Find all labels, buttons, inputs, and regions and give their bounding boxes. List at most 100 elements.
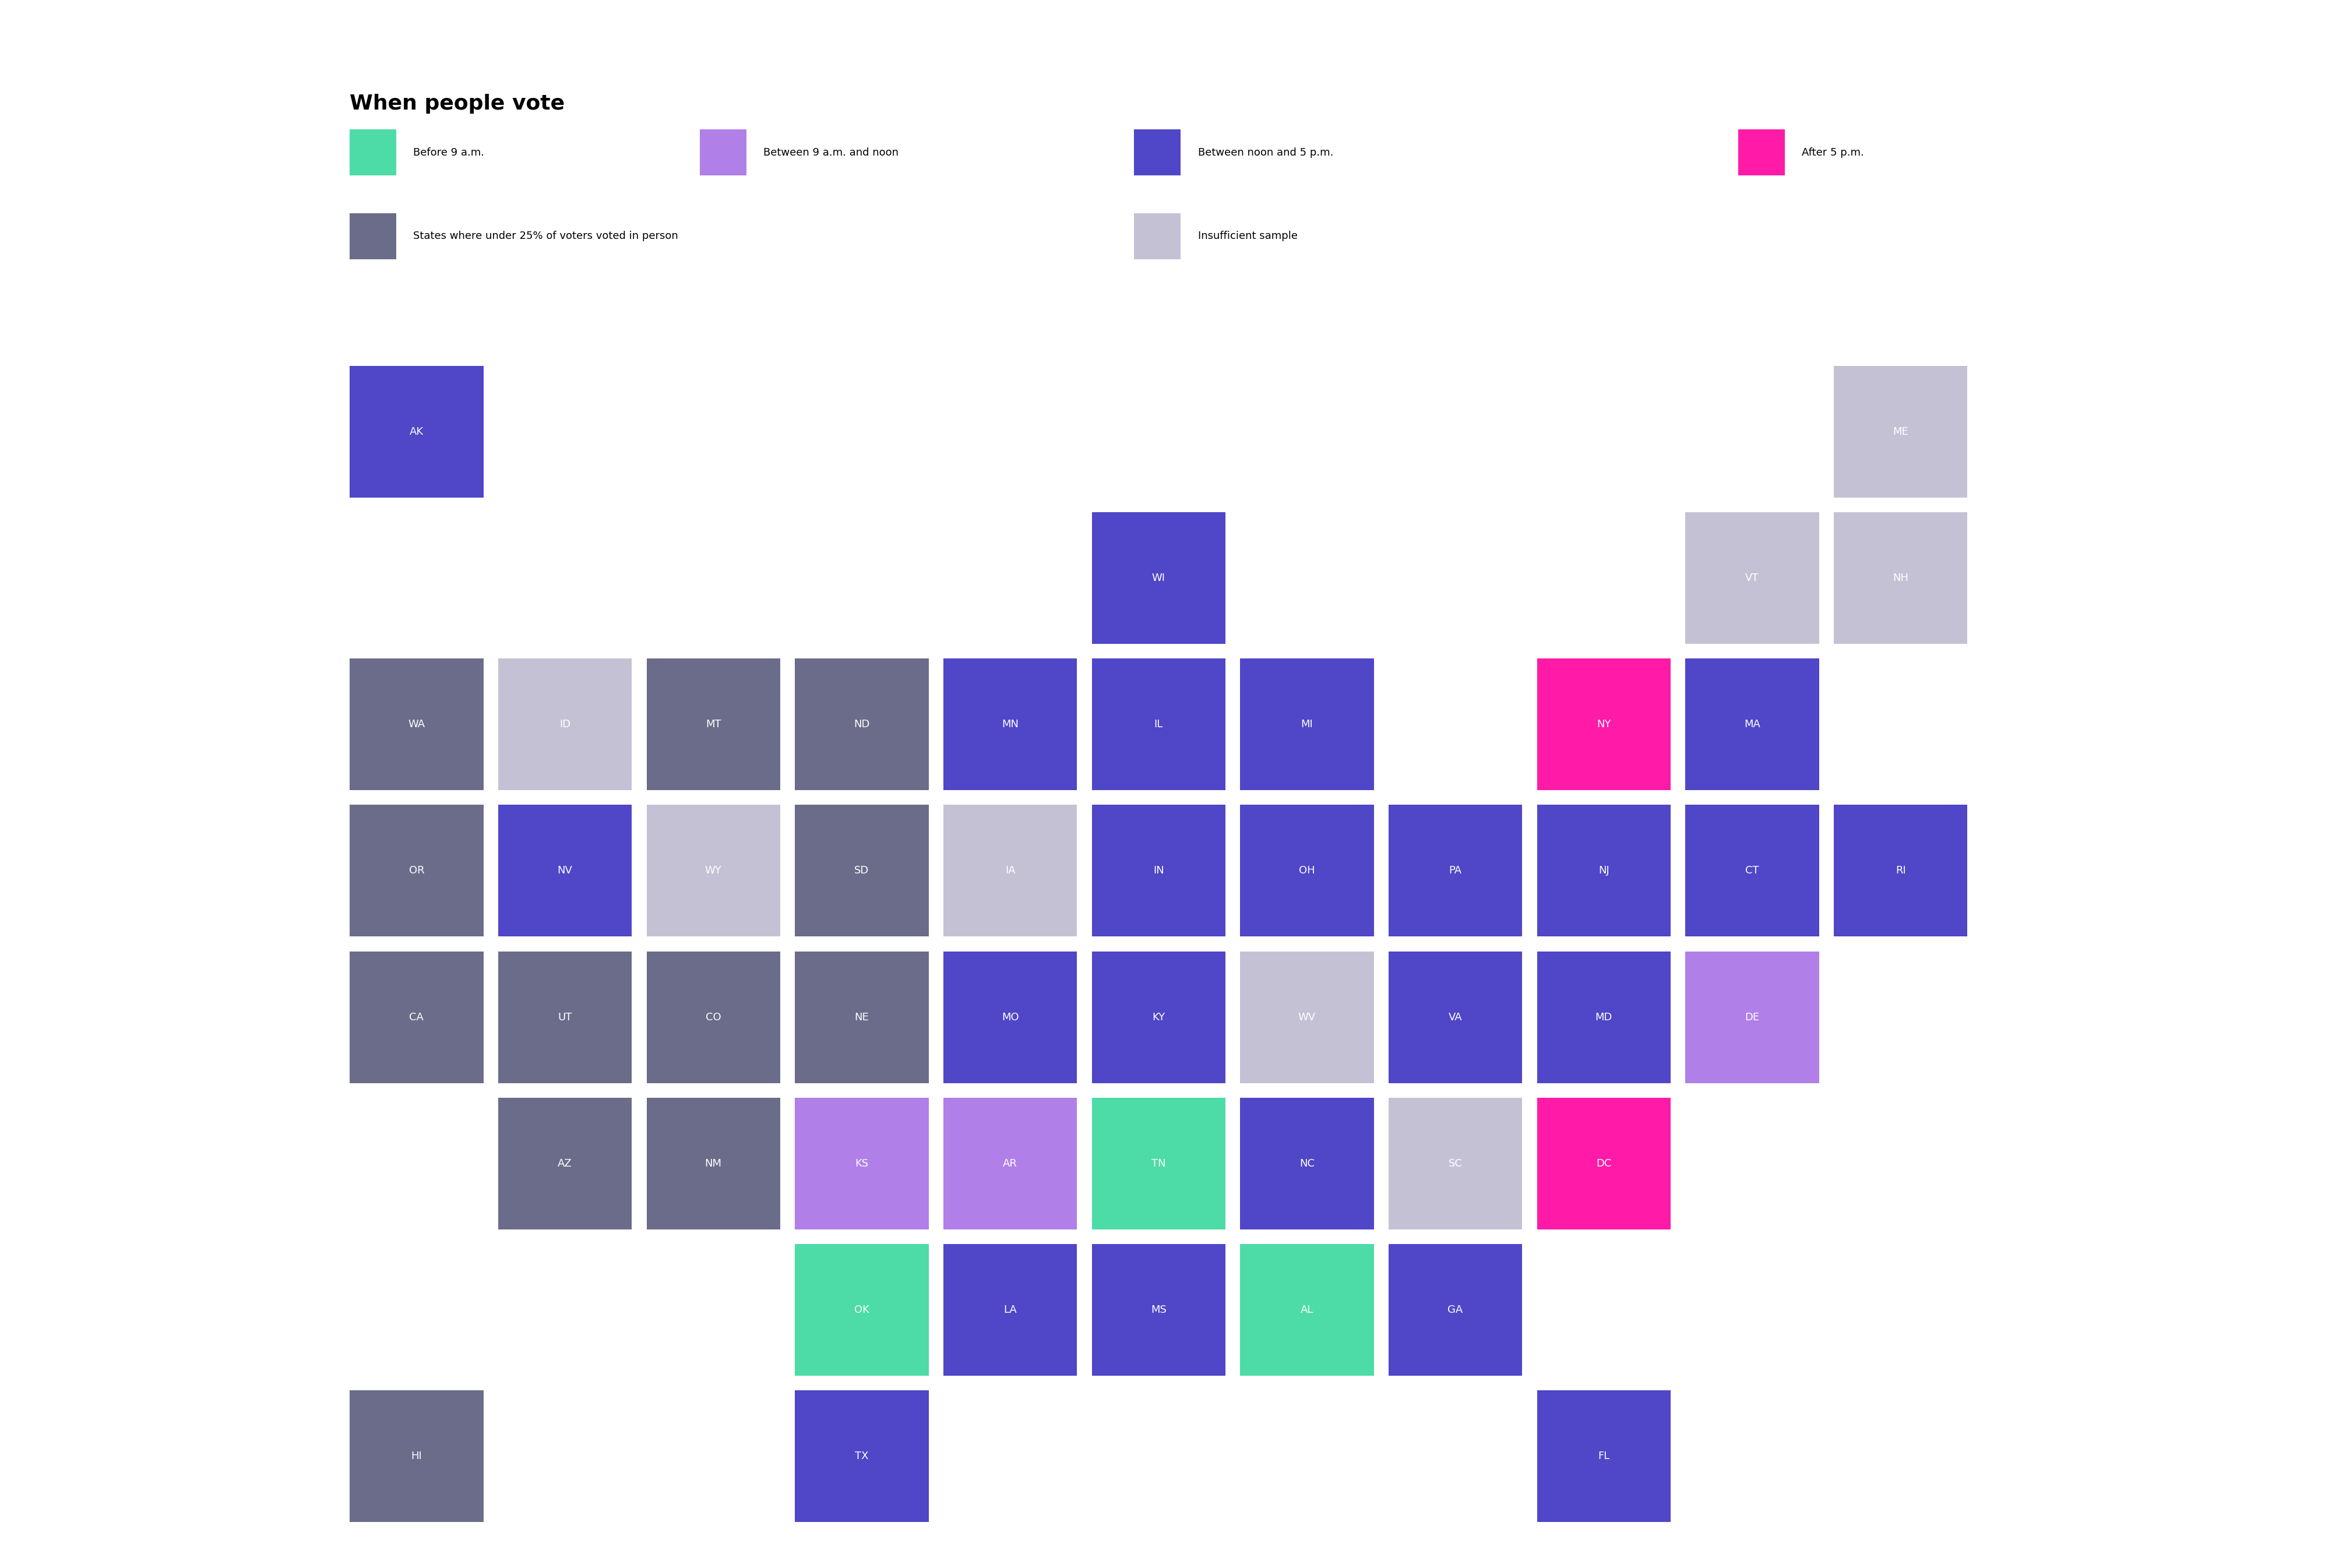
Text: NV: NV	[557, 866, 574, 877]
FancyBboxPatch shape	[1091, 952, 1224, 1083]
Text: IL: IL	[1154, 720, 1164, 729]
FancyBboxPatch shape	[1091, 513, 1224, 644]
FancyBboxPatch shape	[944, 1098, 1077, 1229]
Text: States where under 25% of voters voted in person: States where under 25% of voters voted i…	[413, 230, 679, 241]
FancyBboxPatch shape	[944, 659, 1077, 790]
FancyBboxPatch shape	[646, 1098, 781, 1229]
Text: SC: SC	[1448, 1159, 1462, 1168]
Text: LA: LA	[1003, 1305, 1017, 1316]
Text: CA: CA	[410, 1011, 424, 1022]
Text: AR: AR	[1003, 1159, 1017, 1168]
FancyBboxPatch shape	[1241, 952, 1374, 1083]
FancyBboxPatch shape	[350, 659, 483, 790]
Text: Before 9 a.m.: Before 9 a.m.	[413, 147, 485, 158]
FancyBboxPatch shape	[1241, 804, 1374, 936]
FancyBboxPatch shape	[350, 952, 483, 1083]
Text: GA: GA	[1448, 1305, 1462, 1316]
Text: ND: ND	[854, 720, 870, 729]
Text: IA: IA	[1005, 866, 1014, 877]
FancyBboxPatch shape	[1833, 513, 1968, 644]
Text: When people vote: When people vote	[350, 94, 564, 114]
FancyBboxPatch shape	[646, 804, 781, 936]
FancyBboxPatch shape	[499, 952, 632, 1083]
FancyBboxPatch shape	[944, 952, 1077, 1083]
Text: NH: NH	[1894, 572, 1908, 583]
FancyBboxPatch shape	[1686, 513, 1819, 644]
Text: MD: MD	[1595, 1011, 1611, 1022]
Text: After 5 p.m.: After 5 p.m.	[1803, 147, 1863, 158]
FancyBboxPatch shape	[350, 1391, 483, 1523]
Text: NY: NY	[1597, 720, 1611, 729]
FancyBboxPatch shape	[1241, 1243, 1374, 1375]
Text: NJ: NJ	[1597, 866, 1609, 877]
FancyBboxPatch shape	[795, 1391, 928, 1523]
FancyBboxPatch shape	[646, 659, 781, 790]
Text: TX: TX	[856, 1450, 868, 1461]
FancyBboxPatch shape	[1686, 804, 1819, 936]
FancyBboxPatch shape	[646, 952, 781, 1083]
FancyBboxPatch shape	[1537, 804, 1670, 936]
Text: KY: KY	[1152, 1011, 1166, 1022]
Text: AK: AK	[410, 426, 424, 437]
Text: Insufficient sample: Insufficient sample	[1199, 230, 1297, 241]
FancyBboxPatch shape	[1091, 659, 1224, 790]
FancyBboxPatch shape	[350, 365, 483, 497]
Text: MS: MS	[1150, 1305, 1166, 1316]
Text: CT: CT	[1744, 866, 1758, 877]
Text: ME: ME	[1894, 426, 1908, 437]
FancyBboxPatch shape	[1686, 659, 1819, 790]
Text: MN: MN	[1003, 720, 1019, 729]
Text: MA: MA	[1744, 720, 1761, 729]
Text: NM: NM	[704, 1159, 723, 1168]
FancyBboxPatch shape	[350, 804, 483, 936]
Text: MI: MI	[1301, 720, 1313, 729]
Text: MT: MT	[707, 720, 721, 729]
Text: WI: WI	[1152, 572, 1166, 583]
Text: IN: IN	[1152, 866, 1164, 877]
FancyBboxPatch shape	[1388, 952, 1523, 1083]
FancyBboxPatch shape	[1388, 1098, 1523, 1229]
FancyBboxPatch shape	[1091, 1098, 1224, 1229]
Text: CO: CO	[707, 1011, 721, 1022]
FancyBboxPatch shape	[499, 1098, 632, 1229]
FancyBboxPatch shape	[795, 952, 928, 1083]
FancyBboxPatch shape	[1833, 365, 1968, 497]
Text: RI: RI	[1896, 866, 1905, 877]
Text: AZ: AZ	[557, 1159, 571, 1168]
Text: SD: SD	[854, 866, 870, 877]
FancyBboxPatch shape	[1091, 804, 1224, 936]
Text: ID: ID	[560, 720, 571, 729]
FancyBboxPatch shape	[795, 659, 928, 790]
FancyBboxPatch shape	[499, 804, 632, 936]
Text: OR: OR	[408, 866, 424, 877]
Text: HI: HI	[410, 1450, 422, 1461]
Text: TN: TN	[1152, 1159, 1166, 1168]
FancyBboxPatch shape	[1241, 659, 1374, 790]
Text: Between 9 a.m. and noon: Between 9 a.m. and noon	[763, 147, 898, 158]
Text: NC: NC	[1299, 1159, 1315, 1168]
FancyBboxPatch shape	[795, 804, 928, 936]
FancyBboxPatch shape	[499, 659, 632, 790]
FancyBboxPatch shape	[1537, 1098, 1670, 1229]
FancyBboxPatch shape	[1833, 804, 1968, 936]
Text: WA: WA	[408, 720, 424, 729]
Text: VT: VT	[1744, 572, 1758, 583]
Text: OK: OK	[854, 1305, 870, 1316]
Text: FL: FL	[1597, 1450, 1609, 1461]
FancyBboxPatch shape	[795, 1243, 928, 1375]
Text: UT: UT	[557, 1011, 571, 1022]
Text: OH: OH	[1299, 866, 1315, 877]
Text: DC: DC	[1595, 1159, 1611, 1168]
FancyBboxPatch shape	[795, 1098, 928, 1229]
FancyBboxPatch shape	[944, 804, 1077, 936]
FancyBboxPatch shape	[944, 1243, 1077, 1375]
FancyBboxPatch shape	[1091, 1243, 1224, 1375]
Text: MO: MO	[1000, 1011, 1019, 1022]
FancyBboxPatch shape	[1537, 659, 1670, 790]
FancyBboxPatch shape	[1388, 804, 1523, 936]
Text: AL: AL	[1301, 1305, 1313, 1316]
Text: PA: PA	[1448, 866, 1462, 877]
FancyBboxPatch shape	[1537, 952, 1670, 1083]
Text: VA: VA	[1448, 1011, 1462, 1022]
Text: NE: NE	[854, 1011, 870, 1022]
